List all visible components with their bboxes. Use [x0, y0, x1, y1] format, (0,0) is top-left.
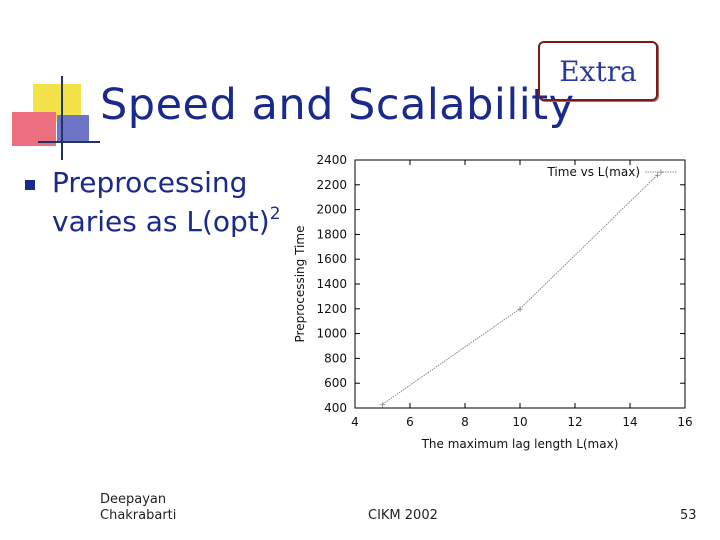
series-line: [382, 174, 658, 405]
x-tick-label: 14: [622, 415, 637, 429]
slide-title: Speed and Scalability: [100, 80, 575, 130]
y-tick-label: 1000: [316, 327, 347, 341]
x-tick-label: 16: [677, 415, 692, 429]
bullet-square-icon: [25, 180, 35, 190]
x-tick-label: 12: [567, 415, 582, 429]
data-point-marker: +: [379, 400, 387, 410]
slide-logo: [12, 76, 100, 160]
y-tick-label: 1400: [316, 277, 347, 291]
y-tick-label: 1200: [316, 302, 347, 316]
x-tick-label: 4: [351, 415, 359, 429]
y-tick-label: 1600: [316, 252, 347, 266]
chart: 400 600 800 1000 1200 1400 1600 1800 2000 2200 240…: [293, 153, 693, 451]
legend-label: Time vs L(max): [546, 165, 640, 179]
extra-badge-label: Extra: [559, 54, 637, 88]
y-tick-label: 600: [324, 376, 347, 390]
page-number: 53: [680, 508, 697, 523]
plot-frame: [354, 159, 686, 409]
extra-badge: Extra: [538, 41, 658, 101]
x-axis-label: The maximum lag length L(max): [421, 437, 619, 451]
data-point-marker: +: [654, 171, 662, 181]
footer-conference: CIKM 2002: [368, 508, 438, 523]
y-tick-label: 2200: [316, 178, 347, 192]
y-tick-label: 2000: [316, 203, 347, 217]
bullet-superscript: 2: [269, 204, 281, 224]
footer-author: Deepayan Chakrabarti: [100, 492, 177, 523]
y-tick-label: 800: [324, 351, 347, 365]
legend-marker: +: [657, 168, 665, 178]
y-tick-label: 400: [324, 401, 347, 415]
y-tick-label: 1800: [316, 227, 347, 241]
x-tick-label: 6: [406, 415, 414, 429]
y-axis-label: Preprocessing Time: [293, 226, 307, 343]
logo-pink-square: [12, 112, 56, 146]
x-tick-label: 8: [461, 415, 469, 429]
x-tick-label: 10: [512, 415, 527, 429]
bullet-text: Preprocessing varies as L(opt)2: [52, 163, 282, 241]
bullet-main-text: Preprocessing varies as L(opt): [52, 166, 270, 238]
y-tick-label: 2400: [316, 153, 347, 167]
data-point-marker: +: [516, 305, 524, 315]
